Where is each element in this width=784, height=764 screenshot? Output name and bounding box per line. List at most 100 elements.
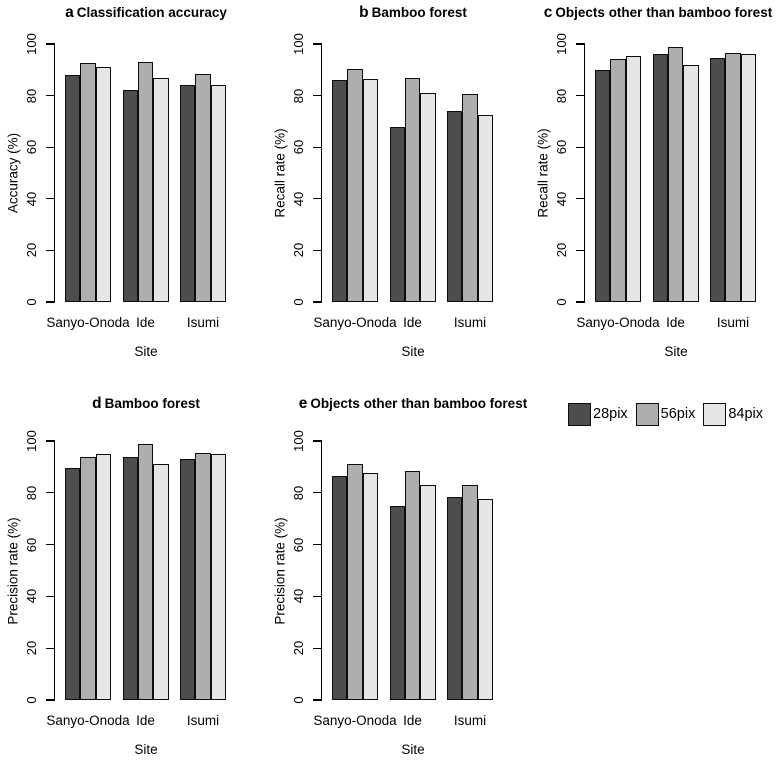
y-tick-label: 40	[291, 191, 306, 207]
panel-letter: c	[543, 4, 553, 21]
y-tick-mark	[46, 43, 54, 45]
legend-swatch-56pix	[635, 403, 659, 426]
panel-title: c Objects other than bamboo forest	[544, 5, 772, 21]
bar-56pix	[404, 470, 421, 700]
y-tick-label: 60	[24, 537, 39, 552]
y-tick-label: 100	[554, 33, 569, 55]
bar-56pix	[725, 53, 741, 302]
y-tick-label: 100	[24, 430, 39, 452]
panel-heading: Bamboo forest	[371, 5, 467, 20]
x-axis-label: Site	[134, 344, 158, 359]
y-tick-mark	[46, 699, 54, 701]
y-tick-label: 60	[291, 139, 306, 155]
bar-56pix	[462, 485, 478, 700]
bar-84pix	[477, 499, 493, 700]
bar-56pix	[137, 62, 154, 302]
y-tick-mark	[576, 198, 584, 200]
bar-56pix	[137, 443, 154, 700]
y-tick-label: 40	[554, 191, 569, 207]
x-axis-label: Site	[134, 742, 158, 757]
bar-56pix	[667, 46, 684, 302]
y-tick-label: 20	[291, 243, 306, 258]
panel-d-bamboo-forest-precision: d Bamboo forest Precision rate (%) Site 0…	[0, 385, 254, 764]
y-tick-mark	[46, 543, 54, 546]
panel-letter: e	[298, 395, 308, 412]
y-axis-line	[320, 43, 322, 303]
panel-c-other-objects-recall: c Objects other than bamboo forest Recall…	[530, 0, 784, 380]
bar-28pix	[389, 505, 405, 700]
bar-84pix	[153, 77, 169, 302]
category-label: Ide	[403, 315, 422, 330]
bar-28pix	[595, 69, 611, 302]
panel-title: d Bamboo forest	[92, 396, 200, 412]
y-axis-line	[320, 440, 322, 701]
bar-56pix	[347, 68, 363, 302]
category-label: Ide	[666, 315, 685, 330]
bar-84pix	[683, 64, 699, 302]
category-label: Sanyo-Onoda	[46, 315, 130, 330]
y-tick-mark	[313, 43, 321, 45]
category-label: Sanyo-Onoda	[313, 315, 397, 330]
y-tick-label: 60	[554, 139, 569, 155]
bar-56pix	[80, 63, 96, 302]
panel-heading: Classification accuracy	[76, 5, 227, 20]
x-axis-label: Site	[401, 742, 425, 757]
bar-84pix	[95, 67, 111, 302]
panel-a-classification-accuracy: a Classification accuracy Accuracy (%) Si…	[0, 0, 254, 380]
legend-item-84pix: 84pix	[703, 403, 763, 426]
bar-28pix	[65, 468, 81, 700]
bar-28pix	[332, 475, 348, 700]
y-tick-mark	[313, 198, 321, 200]
y-tick-mark	[313, 595, 321, 598]
y-axis-label: Precision rate (%)	[272, 517, 288, 625]
y-tick-label: 40	[24, 589, 39, 604]
y-tick-mark	[313, 440, 321, 442]
y-tick-mark	[576, 94, 584, 97]
bar-28pix	[710, 58, 726, 302]
y-tick-mark	[46, 146, 54, 148]
y-tick-label: 60	[24, 139, 39, 155]
y-tick-mark	[576, 249, 584, 252]
y-tick-mark	[46, 440, 54, 442]
y-tick-label: 20	[291, 640, 306, 656]
bar-56pix	[404, 77, 421, 302]
bar-28pix	[122, 456, 138, 700]
bar-84pix	[210, 453, 226, 700]
legend-label: 28pix	[593, 406, 628, 422]
y-tick-mark	[313, 699, 321, 701]
y-tick-mark	[313, 492, 321, 494]
bar-56pix	[462, 94, 478, 302]
bar-84pix	[625, 55, 641, 302]
y-tick-mark	[313, 647, 321, 649]
panel-heading: Objects other than bamboo forest	[310, 396, 528, 411]
y-tick-label: 80	[554, 88, 569, 103]
panel-heading: Bamboo forest	[104, 396, 200, 411]
bar-56pix	[195, 452, 211, 700]
bar-28pix	[332, 80, 348, 302]
y-tick-label: 60	[291, 537, 306, 552]
panel-title: a Classification accuracy	[65, 5, 227, 21]
bar-84pix	[153, 464, 169, 700]
y-axis-line	[53, 440, 55, 701]
category-label: Ide	[136, 713, 155, 728]
y-tick-mark	[46, 595, 54, 598]
category-label: Ide	[403, 713, 422, 728]
bar-56pix	[195, 73, 211, 302]
y-tick-mark	[46, 647, 54, 649]
bar-84pix	[362, 473, 378, 700]
bar-28pix	[447, 111, 463, 302]
bar-28pix	[122, 90, 138, 302]
y-axis-line	[53, 43, 55, 303]
y-tick-mark	[576, 146, 584, 148]
y-axis-label: Accuracy (%)	[5, 132, 21, 214]
bar-56pix	[347, 464, 363, 700]
y-tick-label: 100	[291, 33, 306, 55]
y-tick-label: 80	[291, 88, 306, 103]
category-label: Sanyo-Onoda	[46, 713, 130, 728]
category-label: Isumi	[453, 315, 487, 330]
y-tick-mark	[46, 94, 54, 97]
panel-e-other-objects-precision: e Objects other than bamboo forest Precis…	[267, 385, 528, 764]
x-axis-label: Site	[401, 344, 425, 359]
category-label: Isumi	[716, 315, 750, 330]
y-axis-label: Recall rate (%)	[272, 128, 288, 218]
